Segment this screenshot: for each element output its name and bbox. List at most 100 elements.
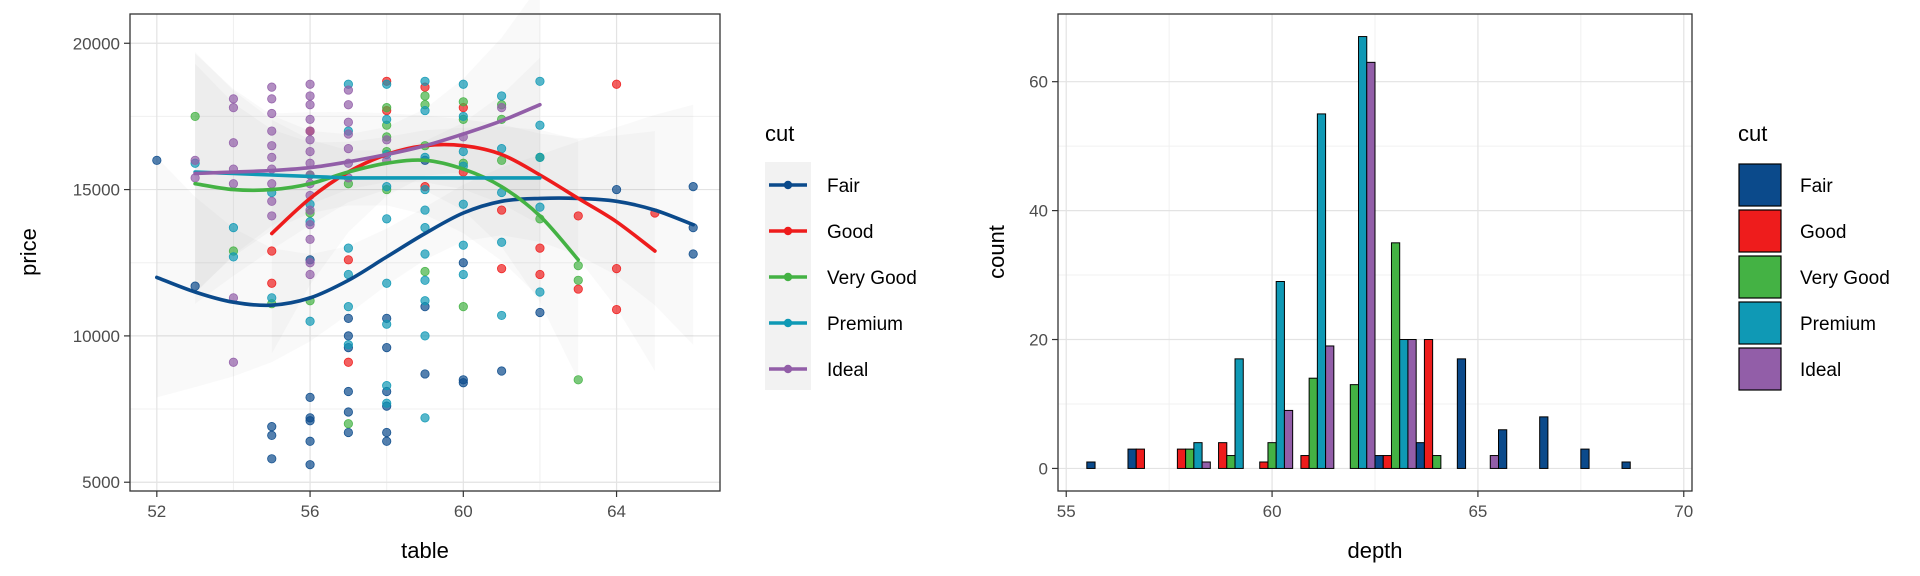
bar-fair bbox=[1415, 442, 1425, 469]
legend-point-ideal bbox=[783, 364, 793, 374]
point-premium bbox=[382, 182, 392, 192]
point-good bbox=[535, 243, 545, 253]
scatter-y-tick-label: 15000 bbox=[73, 181, 120, 200]
point-ideal bbox=[267, 141, 277, 151]
point-ideal bbox=[267, 94, 277, 104]
point-ideal bbox=[343, 117, 353, 127]
point-premium bbox=[420, 249, 430, 259]
legend-label-fair: Fair bbox=[1800, 176, 1833, 197]
point-fair bbox=[305, 413, 315, 423]
bar-ideal bbox=[1366, 61, 1376, 469]
point-very-good bbox=[343, 419, 353, 429]
point-fair bbox=[343, 427, 353, 438]
point-premium bbox=[458, 79, 468, 89]
bar-fair bbox=[1539, 416, 1549, 469]
legend-label-very-good: Very Good bbox=[827, 268, 917, 289]
scatter-plot-border bbox=[129, 13, 721, 492]
point-premium bbox=[343, 243, 353, 253]
smooth-line-fair bbox=[155, 196, 695, 308]
histogram-y-tick-label: 40 bbox=[1029, 202, 1048, 221]
bar-ideal bbox=[1201, 461, 1211, 469]
bar-premium bbox=[1316, 113, 1327, 469]
bar-premium bbox=[1358, 36, 1368, 469]
bar-very-good bbox=[1267, 442, 1277, 469]
bar-premium bbox=[1193, 442, 1203, 469]
point-ideal bbox=[305, 258, 315, 268]
histogram-y-tick-label: 60 bbox=[1029, 73, 1048, 92]
scatter-legend: cut Fair Good Very Good Premium Ideal bbox=[765, 121, 917, 390]
point-ideal bbox=[305, 220, 315, 230]
point-ideal bbox=[305, 100, 315, 110]
point-ideal bbox=[343, 85, 353, 95]
legend-swatch-ideal bbox=[1738, 347, 1782, 391]
bar-very-good bbox=[1308, 377, 1318, 469]
point-ideal bbox=[305, 114, 315, 124]
point-fair bbox=[382, 427, 392, 438]
legend-point-premium bbox=[783, 318, 793, 328]
point-premium bbox=[420, 105, 430, 116]
point-premium bbox=[535, 76, 545, 86]
point-premium bbox=[267, 293, 277, 303]
point-premium bbox=[420, 331, 430, 341]
point-good bbox=[267, 246, 277, 256]
point-very-good bbox=[458, 302, 468, 312]
point-premium bbox=[343, 340, 353, 350]
bar-premium bbox=[1234, 358, 1244, 469]
point-ideal bbox=[228, 138, 239, 148]
point-good bbox=[497, 205, 507, 215]
histogram-panel: 55 60 65 70 0 20 40 60 depth count bbox=[984, 13, 1693, 563]
bar-fair bbox=[1498, 429, 1508, 469]
point-premium bbox=[228, 252, 239, 262]
legend-swatch-premium bbox=[1738, 301, 1782, 345]
point-ideal bbox=[343, 100, 353, 110]
point-fair bbox=[343, 313, 353, 323]
smooth-lines bbox=[155, 102, 695, 308]
point-fair bbox=[688, 182, 698, 192]
bar-fair bbox=[1456, 358, 1467, 469]
point-very-good bbox=[382, 103, 392, 113]
point-fair bbox=[305, 392, 315, 402]
scatter-y-tick-label: 5000 bbox=[82, 473, 120, 492]
point-ideal bbox=[305, 269, 315, 280]
point-premium bbox=[420, 413, 430, 423]
point-premium bbox=[305, 316, 315, 326]
legend-point-fair bbox=[783, 180, 793, 190]
point-fair bbox=[267, 454, 277, 464]
scatter-legend-title: cut bbox=[765, 121, 794, 146]
bar-good bbox=[1176, 448, 1187, 469]
point-good bbox=[267, 278, 277, 288]
point-very-good bbox=[458, 97, 468, 107]
point-premium bbox=[535, 120, 545, 130]
legend-label-premium: Premium bbox=[827, 314, 903, 335]
point-premium bbox=[535, 202, 545, 212]
scatter-x-tick-label: 56 bbox=[301, 502, 320, 521]
point-premium bbox=[382, 79, 392, 89]
histogram-legend: cut Fair Good Very Good Premium Ideal bbox=[1738, 121, 1890, 391]
smooth-ribbon-premium bbox=[195, 52, 540, 298]
point-ideal bbox=[305, 79, 315, 89]
point-good bbox=[611, 304, 622, 315]
point-premium bbox=[382, 381, 392, 391]
smooth-line-very-good bbox=[193, 158, 580, 262]
point-ideal bbox=[267, 179, 277, 189]
point-fair bbox=[688, 249, 698, 259]
point-premium bbox=[420, 205, 430, 215]
scatter-y-axis-title: price bbox=[16, 228, 41, 276]
point-fair bbox=[267, 422, 277, 432]
point-fair bbox=[343, 386, 353, 397]
point-ideal bbox=[267, 108, 277, 119]
legend-swatch-very-good bbox=[1738, 255, 1782, 299]
point-ideal bbox=[305, 234, 315, 244]
scatter-x-tick-label: 64 bbox=[607, 502, 626, 521]
point-premium bbox=[382, 114, 392, 124]
smooth-line-ideal bbox=[193, 102, 542, 176]
point-premium bbox=[497, 237, 507, 247]
point-premium bbox=[458, 199, 468, 209]
point-ideal bbox=[228, 179, 239, 189]
point-good bbox=[573, 211, 583, 221]
point-fair bbox=[343, 407, 353, 417]
bar-premium bbox=[1399, 339, 1409, 469]
bar-good bbox=[1423, 339, 1434, 469]
point-good bbox=[611, 79, 622, 89]
histogram-y-tick-label: 20 bbox=[1029, 331, 1048, 350]
